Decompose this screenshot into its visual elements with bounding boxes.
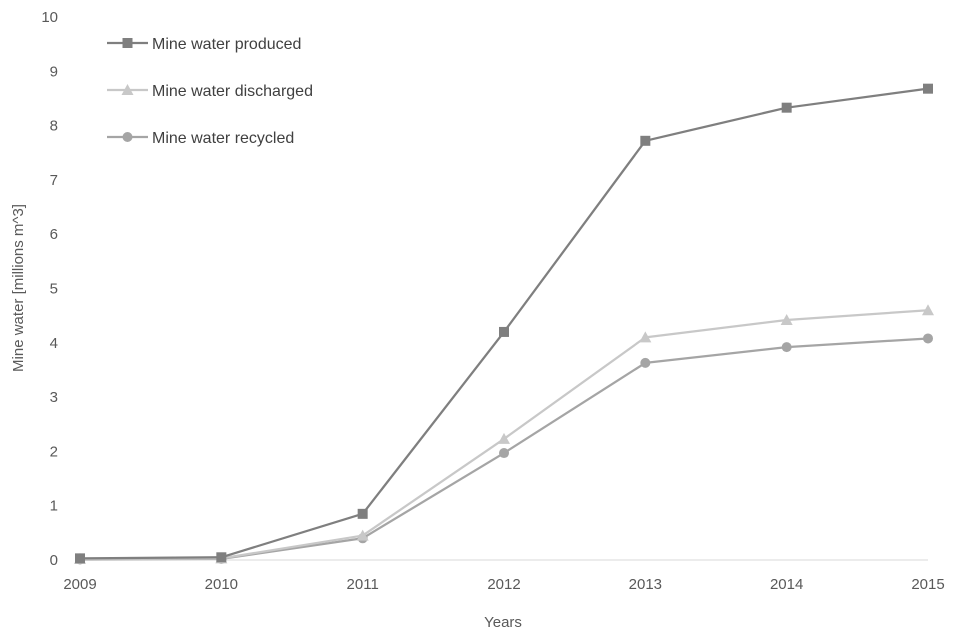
legend-label: Mine water produced (152, 36, 301, 53)
legend-label: Mine water discharged (152, 83, 313, 100)
data-point (356, 529, 369, 541)
data-point (499, 326, 509, 337)
legend-item: Mine water recycled (107, 130, 294, 147)
legend-item: Mine water produced (107, 36, 301, 53)
y-tick-label: 3 (50, 389, 58, 406)
x-tick-label: 2011 (347, 576, 379, 593)
legend-marker (122, 132, 133, 142)
series-circle (75, 333, 933, 565)
y-tick-label: 9 (50, 63, 58, 80)
data-point (922, 304, 934, 316)
data-point (923, 83, 933, 94)
y-tick-label: 6 (50, 226, 58, 243)
data-point (923, 333, 933, 344)
series-triangle (74, 304, 934, 564)
x-axis-ticks: 2009 2010 2011 2012 2013 2014 2015 (63, 576, 944, 593)
y-tick-label: 8 (50, 118, 58, 135)
y-tick-label: 2 (50, 443, 58, 460)
data-point (357, 508, 368, 519)
series-line (79, 87, 929, 560)
series-square (75, 83, 933, 564)
y-tick-label: 4 (50, 335, 58, 352)
data-point (640, 357, 651, 368)
y-tick-label: 1 (50, 498, 58, 515)
data-point (781, 342, 792, 353)
data-point (75, 553, 85, 564)
x-tick-label: 2015 (911, 576, 944, 593)
data-point (499, 448, 509, 459)
y-axis-ticks: 0 1 2 3 4 5 6 7 8 9 10 (41, 9, 58, 569)
legend-item: Mine water discharged (107, 83, 313, 100)
data-point (781, 102, 792, 113)
x-tick-label: 2013 (629, 576, 662, 593)
x-tick-label: 2010 (205, 576, 238, 593)
y-tick-label: 7 (50, 172, 58, 189)
y-tick-label: 5 (50, 281, 58, 298)
legend-marker (121, 84, 134, 95)
x-tick-label: 2012 (487, 576, 520, 593)
legend: Mine water produced Mine water discharged… (107, 36, 313, 147)
data-point (498, 432, 510, 444)
legend-marker (122, 38, 133, 48)
data-point (216, 552, 227, 563)
data-point (780, 313, 793, 325)
y-axis-title: Mine water [millions m^3] (10, 204, 27, 372)
series-layer (74, 83, 934, 565)
y-tick-label: 10 (41, 9, 58, 26)
data-point (639, 331, 652, 343)
legend-label: Mine water recycled (152, 130, 294, 147)
data-point (640, 135, 651, 146)
x-tick-label: 2009 (63, 576, 96, 593)
y-tick-label: 0 (50, 552, 58, 569)
x-axis-title: Years (484, 614, 522, 630)
x-tick-label: 2014 (770, 576, 803, 593)
